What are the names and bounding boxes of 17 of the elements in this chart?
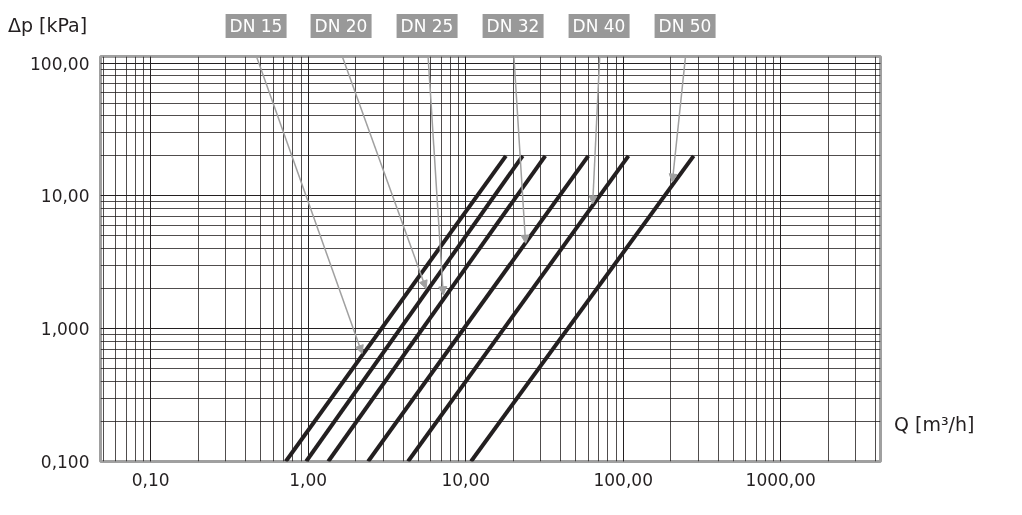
- annotation: DN 50: [654, 14, 716, 38]
- annotation: DN 40: [568, 14, 630, 38]
- y-tick-label: 100,00: [30, 53, 90, 74]
- x-tick-label: 0,10: [131, 469, 170, 490]
- x-tick-label: 1000,00: [745, 469, 816, 490]
- annotation: DN 15: [225, 14, 287, 38]
- y-tick-label: 0,100: [40, 452, 90, 472]
- annotation: DN 32: [482, 14, 544, 38]
- x-axis-title: Q [m³/h]: [894, 413, 975, 435]
- y-axis-title: Δp [kPa]: [8, 14, 88, 36]
- y-tick-label: 1,000: [40, 319, 90, 340]
- y-tick-label: 10,00: [40, 186, 90, 207]
- x-tick-label: 10,00: [441, 469, 491, 490]
- x-tick-label: 1,00: [289, 469, 328, 490]
- annotation: DN 20: [310, 14, 372, 38]
- x-tick-label: 100,00: [593, 469, 653, 490]
- annotation: DN 25: [396, 14, 458, 38]
